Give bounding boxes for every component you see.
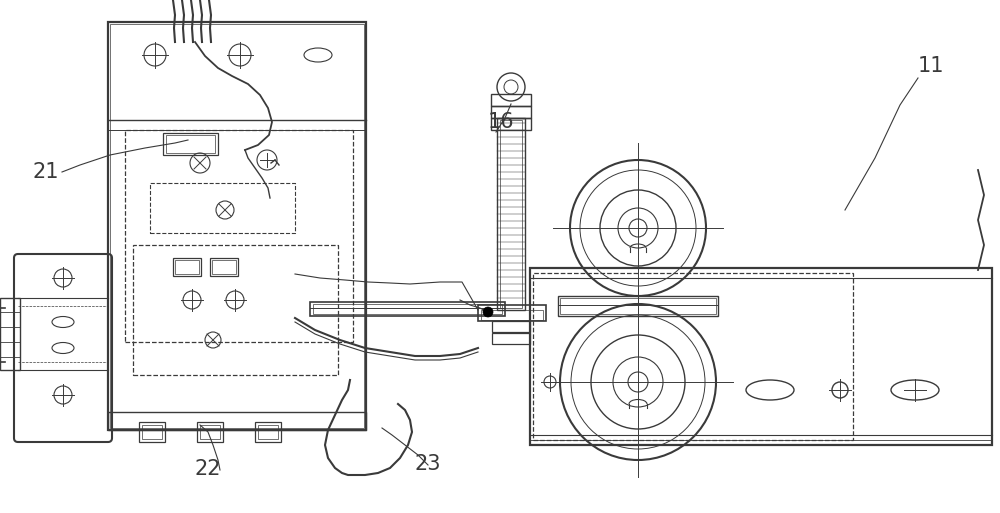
Bar [491,94,531,106]
Bar [125,130,353,342]
Bar [492,333,530,344]
Bar [481,310,543,320]
Bar [560,298,716,314]
Bar [0,298,20,370]
Bar [108,22,366,430]
Bar [558,296,718,316]
Bar [150,183,295,233]
Bar [500,120,522,308]
Bar [491,118,531,130]
Bar [163,133,218,155]
Circle shape [483,307,493,317]
Text: 11: 11 [918,56,944,76]
Bar [258,425,278,439]
Bar [530,268,992,445]
Bar [491,106,531,118]
Bar [212,260,236,274]
Bar [139,422,165,442]
Bar [310,302,505,316]
Text: 21: 21 [32,162,58,182]
Bar [497,118,525,310]
Bar [108,412,366,430]
Bar [166,135,215,153]
Bar [200,425,220,439]
Bar [110,24,364,428]
Text: 22: 22 [195,459,222,479]
Bar [255,422,281,442]
Text: 16: 16 [488,112,515,132]
Bar [533,273,853,440]
Bar [313,304,502,314]
Bar [133,245,338,375]
Bar [175,260,199,274]
Bar [142,425,162,439]
Bar [478,305,546,321]
Text: 23: 23 [415,454,442,474]
Bar [197,422,223,442]
Bar [173,258,201,276]
Bar [210,258,238,276]
Bar [492,321,530,332]
